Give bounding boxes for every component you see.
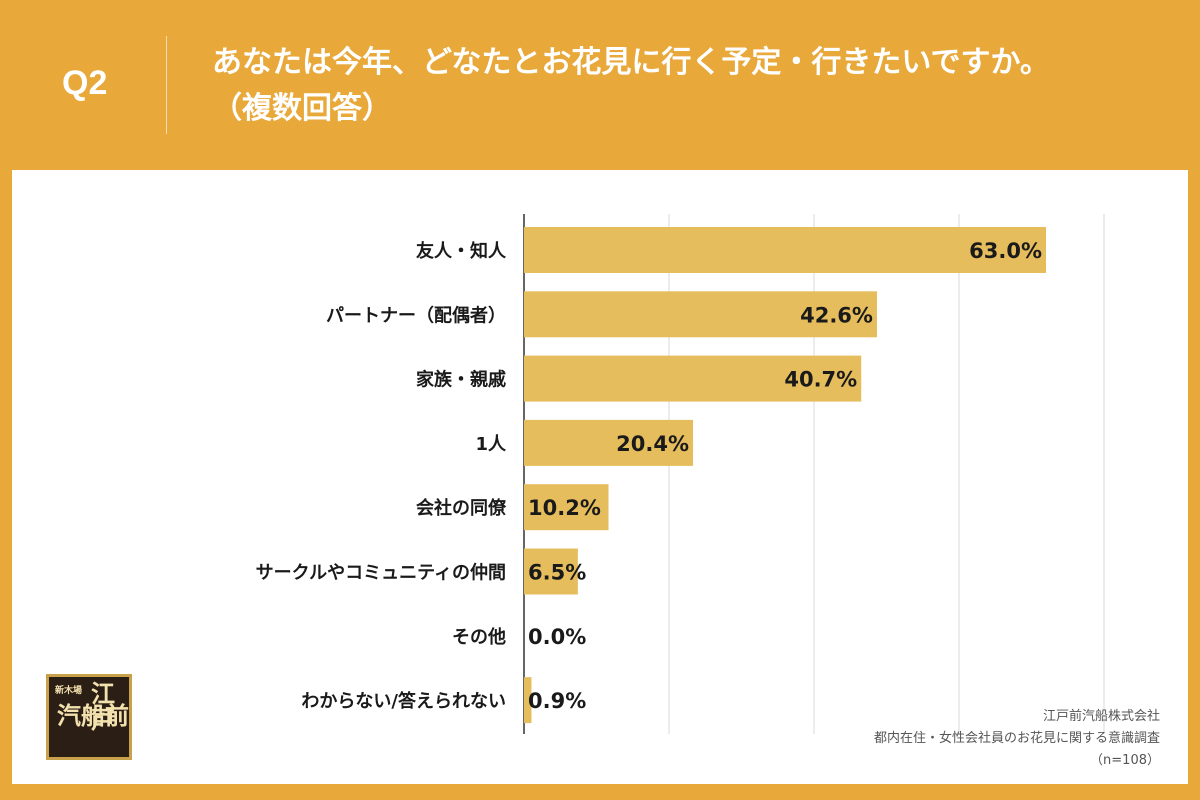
logo-sub: 新木場: [55, 686, 83, 696]
bar: [524, 227, 1046, 273]
value-label: 6.5%: [528, 561, 586, 585]
bar: [524, 355, 862, 402]
category-label: 会社の同僚: [416, 497, 507, 519]
value-label: 40.7%: [784, 368, 857, 392]
value-label: 20.4%: [616, 432, 689, 456]
logo-line-1: 江戸: [91, 680, 115, 734]
category-label: わからない/答えられない: [301, 690, 506, 712]
footer-company: 江戸前汽船株式会社: [1042, 709, 1160, 724]
chart-title: あなたは今年、どなたとお花見に行く予定・行きたいですか。 （複数回答）: [212, 40, 1172, 132]
category-label: サークルやコミュニティの仲間: [256, 562, 506, 584]
bar: [524, 291, 877, 338]
category-label: パートナー（配偶者）: [326, 304, 506, 326]
company-logo: 新木場 江戸 汽船前: [46, 674, 132, 760]
category-label: 家族・親戚: [416, 369, 506, 391]
category-label: 1人: [475, 434, 507, 455]
bar: [524, 677, 532, 724]
value-label: 10.2%: [528, 496, 601, 520]
value-label: 0.0%: [528, 625, 586, 649]
value-label: 63.0%: [969, 239, 1042, 263]
value-label: 42.6%: [800, 303, 873, 327]
header-divider: [166, 36, 167, 134]
footer-survey: 都内在住・女性会社員のお花見に関する意識調査: [873, 731, 1160, 746]
category-label: 友人・知人: [416, 240, 507, 262]
title-line-2: （複数回答）: [212, 91, 392, 126]
logo-line-2: 汽船前: [57, 702, 129, 730]
bar: [524, 419, 694, 466]
chart-footer: 江戸前汽船株式会社 都内在住・女性会社員のお花見に関する意識調査 （n=108）: [874, 706, 1160, 772]
category-label: その他: [452, 626, 506, 648]
question-label: Q2: [62, 64, 108, 102]
title-line-1: あなたは今年、どなたとお花見に行く予定・行きたいですか。: [212, 45, 1050, 80]
bars: [524, 227, 1046, 724]
bar: [524, 548, 578, 595]
value-label: 0.9%: [528, 689, 586, 713]
footer-sample: （n=108）: [1090, 753, 1160, 768]
bar: [524, 484, 609, 531]
labels: 友人・知人 63.0% パートナー（配偶者） 42.6% 家族・親戚 40.7% 1人 20.…: [256, 239, 1042, 713]
